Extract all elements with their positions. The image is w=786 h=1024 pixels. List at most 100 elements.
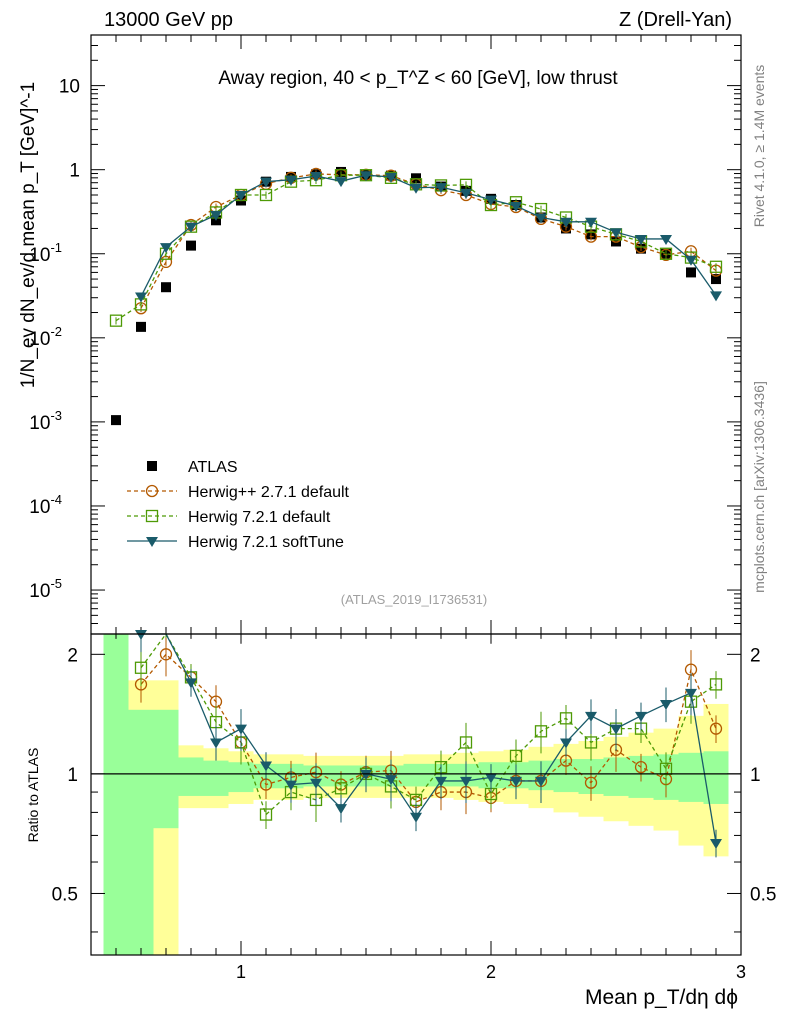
- data-point: [135, 292, 147, 303]
- data-point: [285, 175, 297, 186]
- legend-marker: [146, 537, 158, 547]
- ratio-point: [310, 778, 322, 789]
- ratio-point: [559, 712, 573, 725]
- data-point: [709, 260, 723, 273]
- data-point: [485, 195, 497, 206]
- ratio-point: [285, 780, 297, 791]
- data-point: [659, 247, 673, 260]
- ratio-band-green: [403, 763, 429, 787]
- ratio-band-green: [153, 709, 179, 829]
- legend-marker: [145, 484, 159, 498]
- ratio-band-green: [228, 762, 254, 793]
- y-tick-label: 10: [59, 77, 80, 98]
- data-point: [635, 234, 647, 245]
- ratio-y-tick-label-right: 2: [750, 645, 761, 666]
- ratio-point: [485, 773, 497, 784]
- y-tick-label: 10-4: [29, 492, 62, 518]
- ratio-point: [410, 812, 422, 823]
- chart-title: Away region, 40 < p_T^Z < 60 [GeV], low …: [218, 68, 618, 89]
- ratio-point: [584, 776, 598, 789]
- data-point: [710, 291, 722, 302]
- ratio-point: [134, 661, 148, 674]
- watermark-label: (ATLAS_2019_I1736531): [341, 592, 487, 607]
- ratio-point: [534, 725, 548, 738]
- data-point: [335, 177, 347, 188]
- data-point: [260, 177, 272, 188]
- ratio-y-tick-label-right: 1: [750, 765, 761, 786]
- ratio-band-green: [678, 752, 704, 802]
- data-point: [435, 183, 447, 194]
- data-point: [186, 240, 196, 251]
- data-point: [109, 314, 123, 327]
- x-tick-label: 3: [736, 962, 746, 982]
- header-left-label: 13000 GeV pp: [104, 9, 233, 31]
- ratio-point: [635, 711, 647, 722]
- ratio-point: [159, 648, 173, 661]
- data-point: [460, 188, 472, 199]
- ratio-point: [210, 738, 222, 749]
- ratio-point: [135, 630, 147, 640]
- data-point: [685, 255, 697, 266]
- ratio-band-green: [203, 760, 229, 796]
- legend-marker: [147, 461, 157, 471]
- axis-ticks: 1 2 3 10-5 10-4 10-3 10-2 10-1 1 10 0.5 0.5 1 1 2 2: [29, 34, 776, 982]
- data-point: [210, 210, 222, 221]
- ratio-band-green: [178, 757, 204, 796]
- ratio-point: [585, 711, 597, 722]
- ratio-point: [335, 804, 347, 815]
- series-line: [140, 173, 717, 309]
- mcplots-label: mcplots.cern.ch [arXiv:1306.3436]: [751, 381, 767, 593]
- data-point: [136, 321, 146, 332]
- ratio-point: [709, 722, 723, 735]
- ratio-point: [584, 736, 598, 749]
- data-point: [185, 222, 197, 233]
- legend-label: Herwig 7.2.1 default: [188, 509, 331, 526]
- ratio-band-green: [103, 634, 129, 955]
- ratio-band-green: [128, 709, 154, 955]
- ratio-point: [535, 776, 547, 787]
- ratio-point: [634, 760, 648, 774]
- y-tick-label: 10-1: [29, 240, 62, 266]
- ratio-point: [509, 749, 523, 763]
- ratio-point: [460, 776, 472, 787]
- ratio-series-line: [140, 632, 717, 816]
- data-point: [384, 171, 398, 184]
- ratio-point: [510, 776, 522, 787]
- ratio-point: [259, 808, 273, 821]
- y-tick-label: 10-3: [29, 408, 62, 434]
- y-tick-label: 10-5: [29, 576, 62, 602]
- ratio-point: [710, 838, 722, 849]
- ratio-point: [560, 738, 572, 749]
- ratio-point: [360, 769, 372, 780]
- data-point: [310, 172, 322, 183]
- ratio-y-tick-label: 1: [67, 765, 78, 786]
- ratio-point: [459, 736, 473, 749]
- ratio-point: [709, 678, 723, 691]
- data-point: [160, 243, 172, 254]
- ratio-series-line: [140, 653, 717, 803]
- data-series: [109, 166, 723, 858]
- series-line: [115, 174, 717, 322]
- ratio-point: [610, 724, 622, 735]
- data-point: [259, 188, 273, 202]
- data-point: [360, 171, 372, 182]
- header-right-label: Z (Drell-Yan): [619, 9, 732, 31]
- ratio-point: [260, 761, 272, 772]
- data-point: [711, 274, 721, 285]
- ratio-point: [660, 699, 672, 710]
- ratio-point: [435, 776, 447, 787]
- ratio-point: [385, 775, 397, 786]
- data-point: [235, 190, 247, 201]
- data-point: [585, 217, 597, 228]
- ratio-band-green: [703, 751, 729, 804]
- data-point: [161, 282, 171, 293]
- ratio-point: [334, 782, 348, 795]
- y-tick-label: 10-2: [29, 324, 62, 350]
- data-point: [510, 201, 522, 212]
- legend: ATLAS Herwig++ 2.7.1 default Herwig 7.2.1 …: [127, 459, 350, 551]
- ratio-y-tick-label-right: 0.5: [750, 884, 776, 905]
- y-axis-label: 1/N_ev dN_ev/d mean p_T [GeV]^-1: [18, 82, 39, 388]
- data-point: [686, 267, 696, 278]
- data-point: [535, 213, 547, 224]
